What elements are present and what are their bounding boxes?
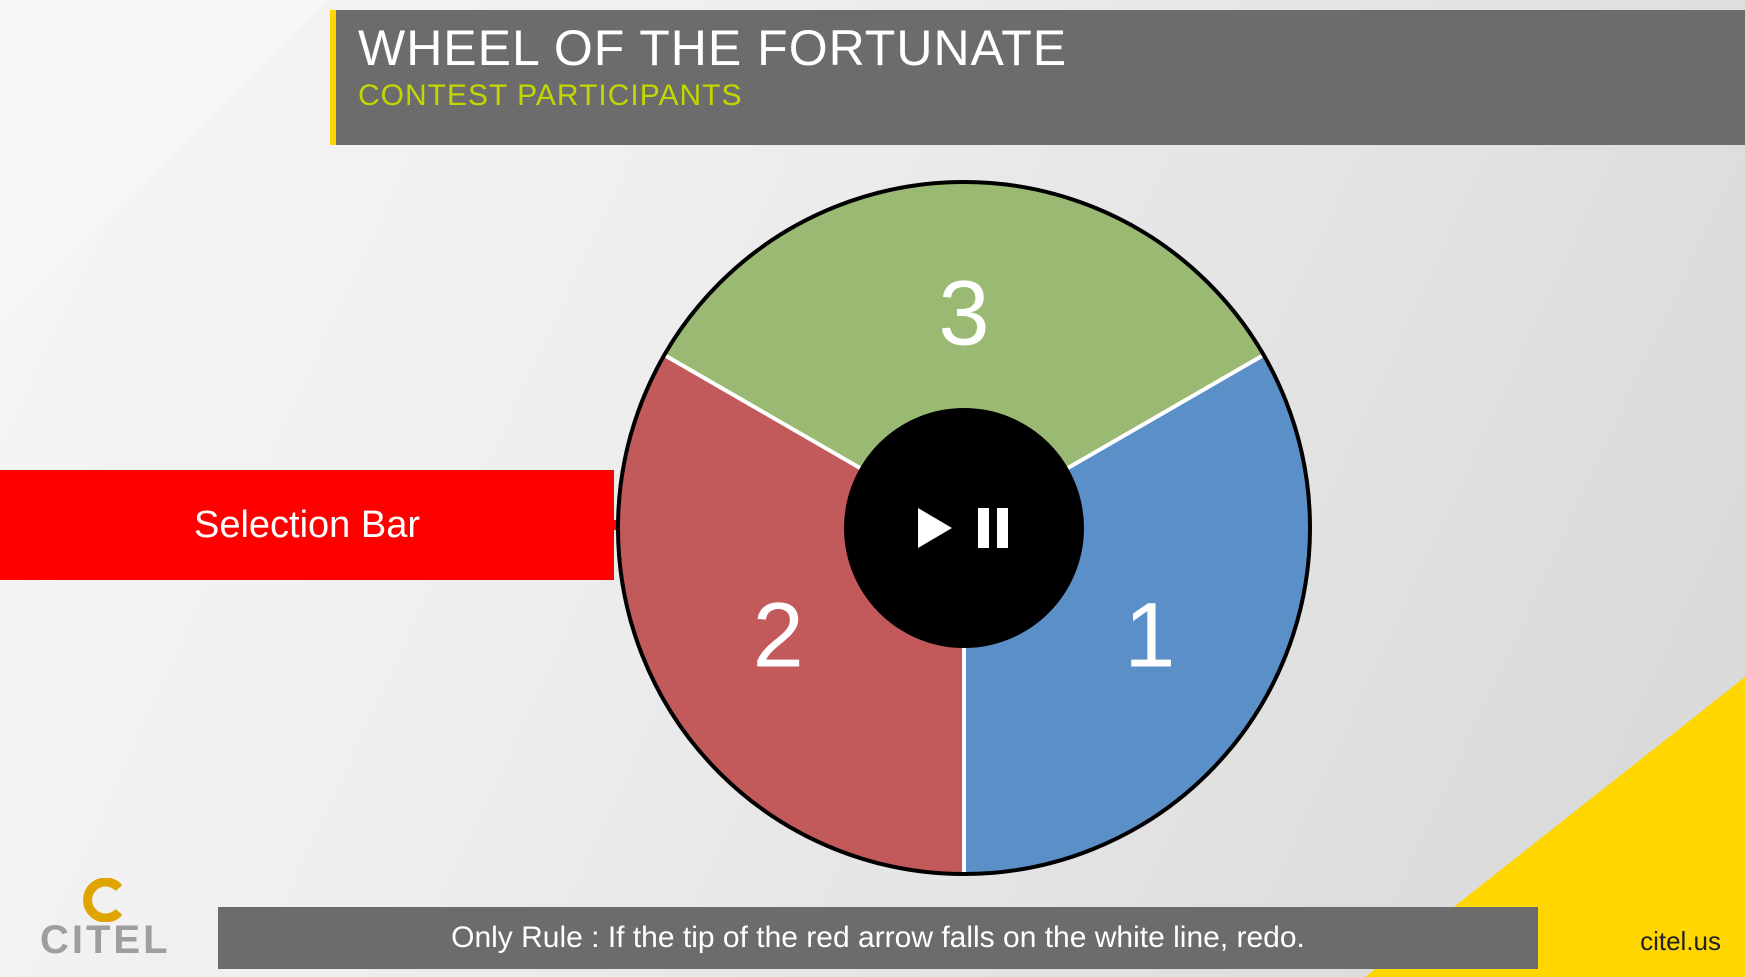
brand-logo: CITEL: [40, 878, 171, 963]
pause-button[interactable]: [976, 508, 1010, 548]
page-title: WHEEL OF THE FORTUNATE: [358, 22, 1723, 75]
logo-mark-icon: [83, 878, 127, 922]
slide-stage: WHEEL OF THE FORTUNATE CONTEST PARTICIPA…: [0, 0, 1745, 977]
wheel-slice-label: 1: [1124, 584, 1175, 686]
page-subtitle: CONTEST PARTICIPANTS: [358, 79, 1723, 113]
selection-bar: Selection Bar: [0, 470, 614, 580]
top-left-wedge: [0, 0, 330, 330]
rule-text: Only Rule : If the tip of the red arrow …: [451, 921, 1305, 955]
rule-bar: Only Rule : If the tip of the red arrow …: [218, 907, 1538, 969]
header-bar: WHEEL OF THE FORTUNATE CONTEST PARTICIPA…: [330, 10, 1745, 145]
wheel-hub: [844, 408, 1084, 648]
wheel: 1 2 3: [614, 178, 1314, 878]
play-button[interactable]: [918, 508, 952, 548]
selection-bar-label: Selection Bar: [194, 504, 420, 547]
logo-text: CITEL: [40, 918, 171, 963]
wheel-slice-label: 3: [938, 262, 989, 364]
wheel-slice-label: 2: [753, 584, 804, 686]
pause-icon: [976, 508, 1010, 548]
site-url: citel.us: [1640, 926, 1721, 957]
play-icon: [918, 508, 952, 548]
